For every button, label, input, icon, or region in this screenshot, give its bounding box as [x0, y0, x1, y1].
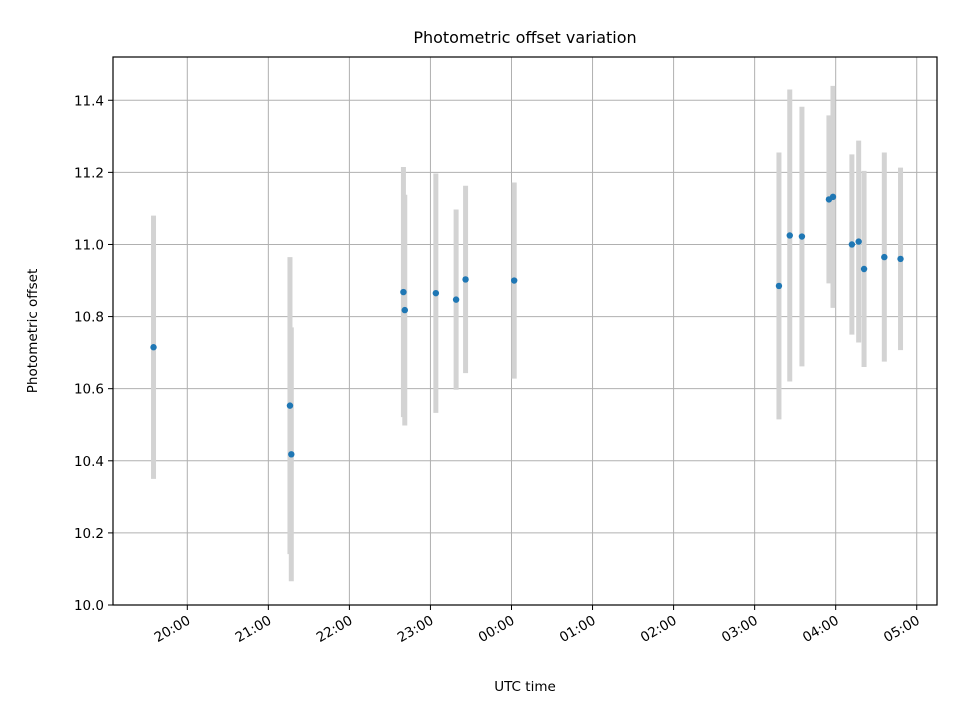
- data-point: [288, 451, 295, 458]
- data-point: [798, 233, 806, 240]
- y-tick-label: 10.6: [74, 382, 104, 398]
- data-point: [775, 282, 783, 290]
- data-point: [510, 277, 518, 284]
- y-tick-label: 10.2: [74, 526, 104, 542]
- data-point: [829, 193, 837, 201]
- data-point: [786, 232, 793, 239]
- x-axis-label: UTC time: [494, 679, 556, 695]
- data-point: [286, 402, 294, 409]
- y-tick-label: 11.2: [74, 165, 104, 181]
- data-point: [462, 276, 469, 283]
- data-point: [848, 241, 856, 248]
- y-tick-label: 10.4: [74, 454, 104, 470]
- data-point: [401, 306, 408, 314]
- y-tick-label: 11.4: [74, 93, 104, 109]
- point-layer: [150, 193, 904, 458]
- y-tick-label: 11.0: [74, 237, 104, 253]
- data-point: [897, 255, 904, 263]
- data-point: [400, 288, 407, 296]
- plot-frame: [112, 56, 938, 606]
- data-point: [452, 296, 460, 303]
- data-point: [860, 265, 868, 273]
- y-tick-label: 10.8: [74, 310, 104, 326]
- data-point: [855, 238, 862, 245]
- chart-title: Photometric offset variation: [413, 28, 636, 47]
- data-point: [432, 289, 440, 297]
- y-axis-label: Photometric offset: [25, 269, 41, 393]
- y-tick-label: 10.0: [74, 598, 104, 614]
- data-point: [150, 344, 157, 351]
- data-point: [881, 253, 888, 261]
